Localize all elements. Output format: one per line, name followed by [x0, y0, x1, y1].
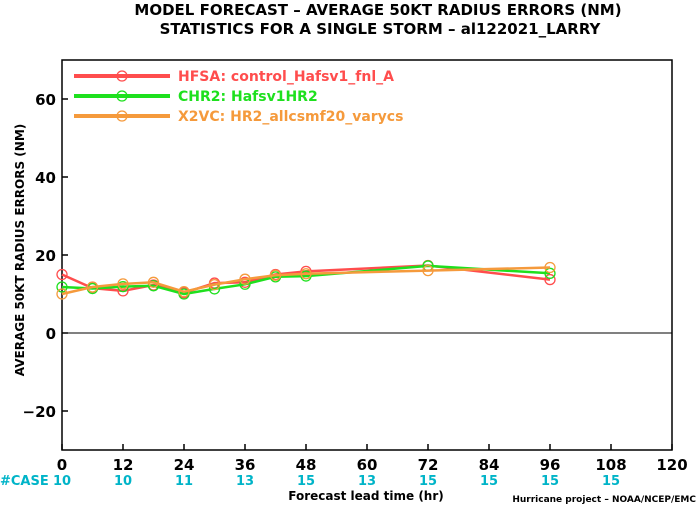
x-tick-label: 24	[174, 456, 195, 474]
y-tick-label: 0	[46, 325, 56, 343]
case-count: 15	[480, 474, 498, 489]
data-point	[422, 264, 434, 277]
axis-layer: −20 0 20 40 60 0 12 24 36 48 60 72 84 96 108 120	[23, 59, 688, 474]
x-tick-label: 120	[656, 456, 687, 474]
x-tick-label: 60	[357, 456, 378, 474]
case-count: 15	[419, 474, 437, 489]
case-count: 13	[236, 474, 254, 489]
series-layer	[56, 259, 556, 300]
case-count: 15	[541, 474, 559, 489]
legend-marker	[116, 70, 128, 82]
x-tick-label: 96	[540, 456, 561, 474]
legend-entry: HFSA: control_Hafsv1_fnl_A	[178, 69, 394, 85]
data-point	[117, 280, 129, 293]
data-point	[147, 280, 160, 292]
case-count: 15	[297, 474, 315, 489]
legend: HFSA: control_Hafsv1_fnl_A CHR2: Hafsv1HR…	[74, 69, 403, 125]
y-tick-label: −20	[23, 403, 56, 421]
data-point	[208, 278, 221, 291]
case-label: #CASE	[0, 474, 49, 489]
data-point	[117, 278, 129, 290]
x-tick-label: 48	[296, 456, 317, 474]
y-tick-label: 60	[35, 91, 56, 109]
y-tick-label: 40	[35, 169, 56, 187]
series-line-1	[61, 264, 551, 295]
chart-title: MODEL FORECAST – AVERAGE 50KT RADIUS ERR…	[134, 1, 621, 19]
x-tick-label: 72	[418, 456, 439, 474]
legend-marker	[116, 110, 128, 122]
case-count: 15	[602, 474, 620, 489]
case-count: 13	[358, 474, 376, 489]
y-axis-label: AVERAGE 50KT RADIUS ERRORS (NM)	[13, 124, 27, 376]
x-tick-label: 84	[479, 456, 500, 474]
data-point	[56, 281, 68, 293]
data-point	[178, 286, 190, 298]
credit-text: Hurricane project – NOAA/NCEP/EMC	[512, 495, 696, 505]
y-tick-label: 20	[35, 247, 56, 265]
data-point	[544, 261, 556, 274]
data-point	[269, 269, 282, 281]
x-tick-label: 36	[235, 456, 256, 474]
legend-marker	[116, 90, 128, 102]
case-count: 10	[114, 474, 132, 489]
legend-entry: X2VC: HR2_allcsmf20_varycs	[178, 109, 403, 125]
data-point	[300, 268, 312, 280]
case-count: 10	[53, 474, 71, 489]
legend-entry: CHR2: Hafsv1HR2	[178, 89, 318, 105]
data-point	[544, 273, 556, 286]
data-point	[56, 268, 68, 281]
data-point	[147, 276, 160, 288]
series-line-3	[61, 266, 551, 296]
data-point	[86, 281, 99, 293]
x-tick-label: 0	[57, 456, 67, 474]
case-count: 11	[175, 474, 193, 489]
x-tick-label: 108	[595, 456, 626, 474]
x-axis-label: Forecast lead time (hr)	[288, 489, 444, 503]
data-point	[56, 288, 68, 300]
data-point	[239, 273, 251, 285]
case-counts: 10 10 11 13 15 13 15 15 15 15	[53, 474, 620, 489]
x-tick-label: 12	[113, 456, 134, 474]
chart-subtitle: STATISTICS FOR A SINGLE STORM – al122021…	[160, 20, 602, 38]
